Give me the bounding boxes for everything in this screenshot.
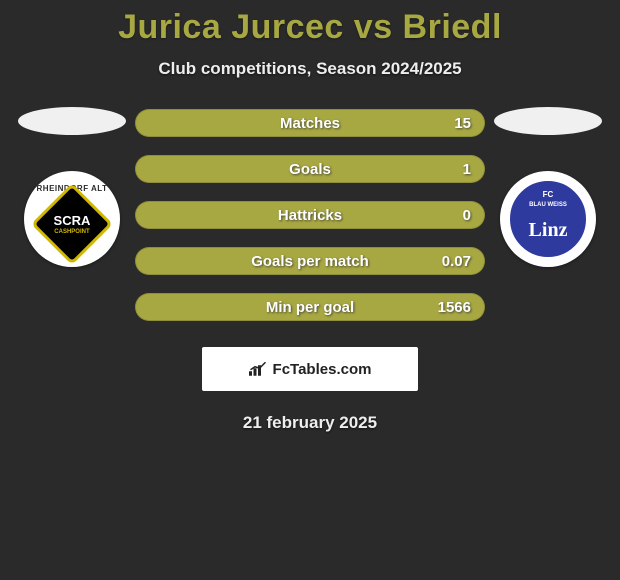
player-photo-left: [18, 107, 126, 135]
club-right-inner: FC BLAU WEISS Linz: [510, 181, 586, 257]
stat-row: Goals per match 0.07: [135, 247, 485, 275]
stat-right-value: 1566: [438, 299, 471, 316]
stat-label: Goals per match: [251, 253, 369, 270]
stat-right-value: 0.07: [439, 253, 471, 270]
stat-right-value: 1: [439, 161, 471, 178]
right-player-col: FC BLAU WEISS Linz: [493, 107, 603, 267]
club-right-bw: BLAU WEISS: [529, 202, 567, 209]
player-photo-right: [494, 107, 602, 135]
stat-row: Goals 1: [135, 155, 485, 183]
chart-icon: [249, 362, 267, 376]
club-right-city: Linz: [529, 219, 568, 242]
club-left-name: SCRA: [54, 213, 91, 226]
club-left-shield-inner: SCRA CASHPOINT: [54, 213, 91, 234]
brand-text: FcTables.com: [273, 361, 372, 378]
stat-label: Goals: [289, 161, 331, 178]
date-text: 21 february 2025: [0, 413, 620, 433]
page-subtitle: Club competitions, Season 2024/2025: [0, 59, 620, 79]
club-badge-left: RHEINDORF ALT SCRA CASHPOINT: [24, 171, 120, 267]
stat-label: Min per goal: [266, 299, 354, 316]
club-left-shield: SCRA CASHPOINT: [31, 182, 113, 264]
stat-label: Matches: [280, 115, 340, 132]
stat-row: Matches 15: [135, 109, 485, 137]
club-right-fc: FC: [543, 190, 554, 199]
left-player-col: RHEINDORF ALT SCRA CASHPOINT: [17, 107, 127, 267]
club-badge-right: FC BLAU WEISS Linz: [500, 171, 596, 267]
stat-right-value: 0: [439, 207, 471, 224]
stat-row: Min per goal 1566: [135, 293, 485, 321]
page-title: Jurica Jurcec vs Briedl: [0, 8, 620, 47]
stat-right-value: 15: [439, 115, 471, 132]
stat-row: Hattricks 0: [135, 201, 485, 229]
stats-list: Matches 15 Goals 1 Hattricks 0 Goals per…: [135, 107, 485, 321]
root: Jurica Jurcec vs Briedl Club competition…: [0, 0, 620, 433]
stat-label: Hattricks: [278, 207, 342, 224]
brand-box[interactable]: FcTables.com: [202, 347, 418, 391]
main-row: RHEINDORF ALT SCRA CASHPOINT Matches 15 …: [0, 107, 620, 321]
club-left-subtext: CASHPOINT: [54, 228, 91, 234]
